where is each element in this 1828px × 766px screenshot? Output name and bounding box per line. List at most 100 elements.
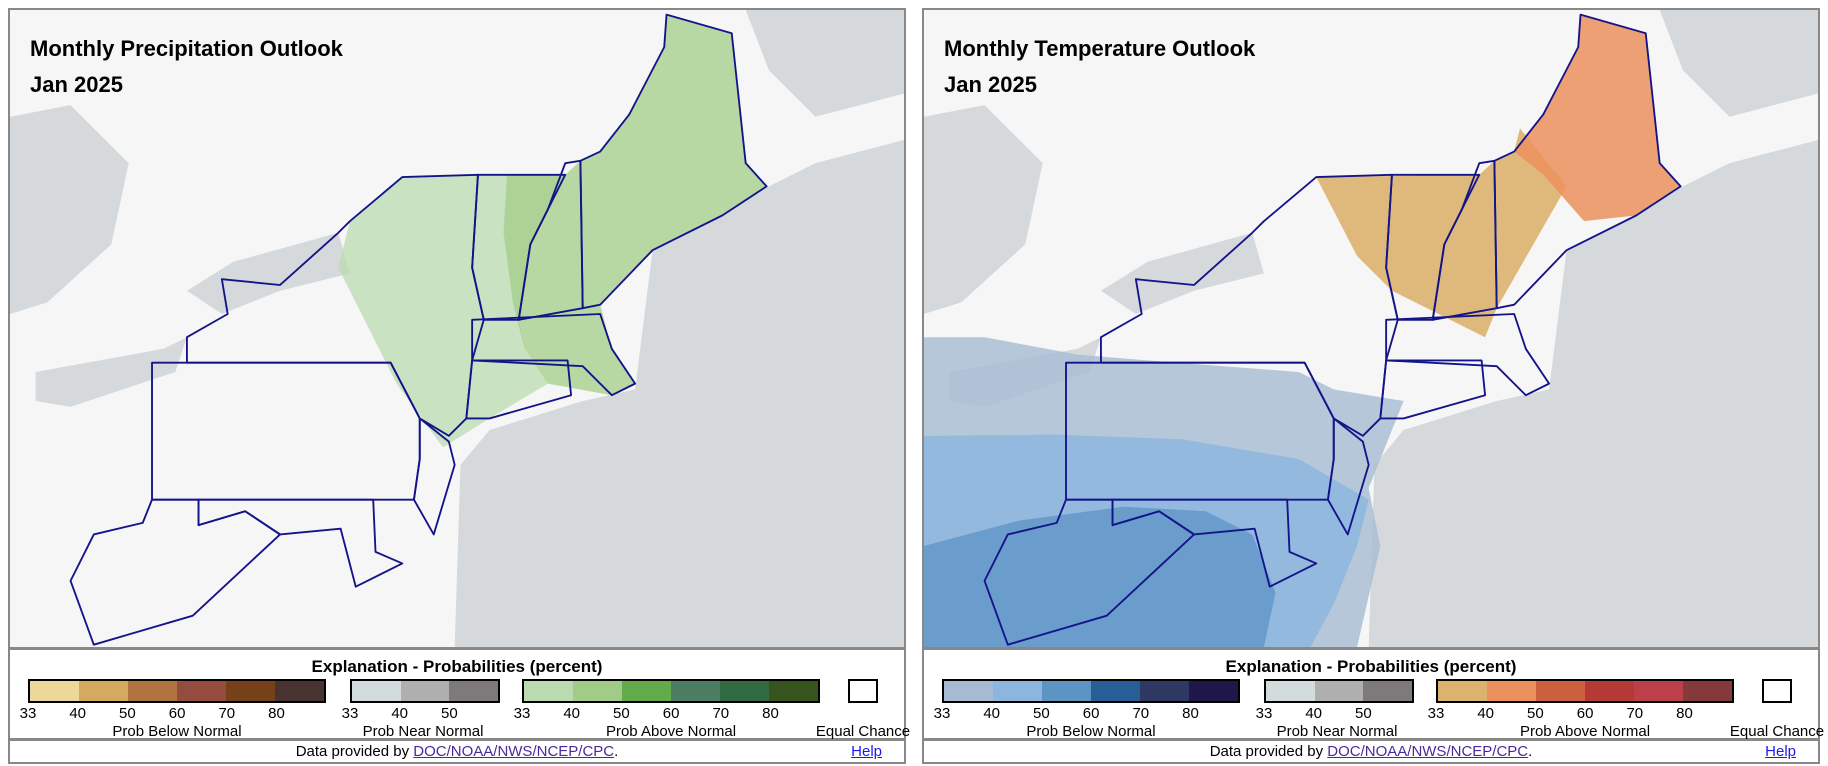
color-swatch-above-1 xyxy=(1487,681,1536,701)
color-swatch-below-2 xyxy=(128,681,177,701)
color-swatch-above-1 xyxy=(573,681,622,701)
color-swatch-above-2 xyxy=(622,681,671,701)
map-date: Jan 2025 xyxy=(944,72,1037,97)
footer-prefix: Data provided by xyxy=(1209,743,1328,760)
above-normal-label: Prob Above Normal xyxy=(1519,723,1651,740)
color-swatch-near-2 xyxy=(1363,681,1413,701)
color-swatch-above-0 xyxy=(524,681,573,701)
legend-title: Explanation - Probabilities (percent) xyxy=(1225,657,1517,676)
above-normal-colorbar xyxy=(1436,679,1734,703)
tick-label: 33 xyxy=(513,705,531,722)
tick-label: 50 xyxy=(119,705,136,722)
tick-label: 70 xyxy=(1132,705,1150,722)
color-swatch-below-1 xyxy=(993,681,1042,701)
tick-label: 80 xyxy=(268,705,285,722)
state-pennsylvania xyxy=(1065,361,1335,501)
probability-area-below-normal-50-60 xyxy=(924,506,1276,647)
color-swatch-near-2 xyxy=(449,681,499,701)
data-source-link[interactable]: DOC/NOAA/NWS/NCEP/CPC xyxy=(413,743,615,760)
tick-label: 40 xyxy=(563,705,581,722)
state-pennsylvania xyxy=(151,361,421,501)
data-source-link[interactable]: DOC/NOAA/NWS/NCEP/CPC xyxy=(1327,743,1529,760)
above-normal-label: Prob Above Normal xyxy=(605,723,737,740)
color-swatch-below-2 xyxy=(1042,681,1091,701)
tick-label: 50 xyxy=(1355,705,1372,722)
map-title: Monthly Precipitation Outlook xyxy=(30,36,343,61)
state-boundaries xyxy=(69,13,768,646)
color-swatch-below-0 xyxy=(30,681,79,701)
tick-label: 70 xyxy=(712,705,730,722)
color-swatch-below-4 xyxy=(226,681,275,701)
tick-label: 40 xyxy=(391,705,409,722)
color-swatch-above-2 xyxy=(1536,681,1585,701)
tick-label: 50 xyxy=(613,705,630,722)
legend: Explanation - Probabilities (percent) 33… xyxy=(10,653,910,741)
map-date: Jan 2025 xyxy=(30,72,123,97)
tick-label: 50 xyxy=(441,705,458,722)
probability-area-above-normal-40-50 xyxy=(1514,14,1681,222)
near-normal-label: Prob Near Normal xyxy=(362,723,484,740)
tick-label: 40 xyxy=(1305,705,1323,722)
color-swatch-below-3 xyxy=(1091,681,1140,701)
color-swatch-below-3 xyxy=(177,681,226,701)
color-swatch-above-3 xyxy=(1585,681,1634,701)
state-new-jersey xyxy=(412,417,456,536)
tick-label: 33 xyxy=(1427,705,1445,722)
legend: Explanation - Probabilities (percent) 33… xyxy=(924,653,1824,741)
tick-label: 50 xyxy=(1033,705,1050,722)
color-swatch-below-5 xyxy=(1189,681,1238,701)
probability-area-above-normal-40-50 xyxy=(503,14,767,396)
color-swatch-below-0 xyxy=(944,681,993,701)
tick-label: 60 xyxy=(168,705,186,722)
tick-label: 80 xyxy=(1676,705,1693,722)
color-swatch-below-1 xyxy=(79,681,128,701)
tick-label: 80 xyxy=(762,705,779,722)
tick-label: 50 xyxy=(1527,705,1544,722)
tick-label: 33 xyxy=(341,705,359,722)
equal-chance-label: Equal Chance xyxy=(815,723,911,740)
color-swatch-above-4 xyxy=(720,681,769,701)
precipitation-outlook-panel: Monthly Precipitation Outlook Jan 2025 E… xyxy=(8,8,910,764)
help-link[interactable]: Help xyxy=(851,743,882,760)
gulf-st-lawrence xyxy=(1659,10,1818,117)
tick-label: 33 xyxy=(1255,705,1273,722)
help-link[interactable]: Help xyxy=(1765,743,1796,760)
gulf-st-lawrence xyxy=(745,10,904,117)
equal-chance-label: Equal Chance xyxy=(1729,723,1825,740)
color-swatch-above-5 xyxy=(769,681,818,701)
lake-huron xyxy=(10,105,129,314)
state-maine xyxy=(579,13,768,310)
color-swatch-above-0 xyxy=(1438,681,1487,701)
color-swatch-below-5 xyxy=(275,681,324,701)
ocean xyxy=(454,139,904,647)
below-normal-label: Prob Below Normal xyxy=(1026,723,1156,740)
below-normal-label: Prob Below Normal xyxy=(112,723,242,740)
tick-label: 33 xyxy=(19,705,37,722)
map-svg xyxy=(924,10,1818,647)
state-west-virginia xyxy=(983,498,1195,646)
lake-ontario xyxy=(186,232,350,314)
equal-chance-swatch xyxy=(1762,679,1792,703)
tick-label: 60 xyxy=(1576,705,1594,722)
state-new-jersey xyxy=(1326,417,1370,536)
tick-label: 33 xyxy=(933,705,951,722)
tick-label: 80 xyxy=(1182,705,1199,722)
near-normal-colorbar xyxy=(1264,679,1414,703)
tick-label: 70 xyxy=(218,705,236,722)
footer-suffix: . xyxy=(1528,743,1533,760)
color-swatch-above-3 xyxy=(671,681,720,701)
above-normal-colorbar xyxy=(522,679,820,703)
lake-erie xyxy=(35,337,187,407)
tick-label: 60 xyxy=(1082,705,1100,722)
lake-ontario xyxy=(1100,232,1264,314)
outlook-map: Monthly Temperature Outlook Jan 2025 xyxy=(924,10,1818,650)
temperature-outlook-panel: Monthly Temperature Outlook Jan 2025 Exp… xyxy=(922,8,1824,764)
legend-title: Explanation - Probabilities (percent) xyxy=(311,657,603,676)
footer-suffix: . xyxy=(614,743,619,760)
footer-prefix: Data provided by xyxy=(295,743,414,760)
color-swatch-near-0 xyxy=(352,681,401,701)
near-normal-label: Prob Near Normal xyxy=(1276,723,1398,740)
color-swatch-above-5 xyxy=(1683,681,1732,701)
map-title: Monthly Temperature Outlook xyxy=(944,36,1256,61)
color-swatch-near-0 xyxy=(1266,681,1315,701)
